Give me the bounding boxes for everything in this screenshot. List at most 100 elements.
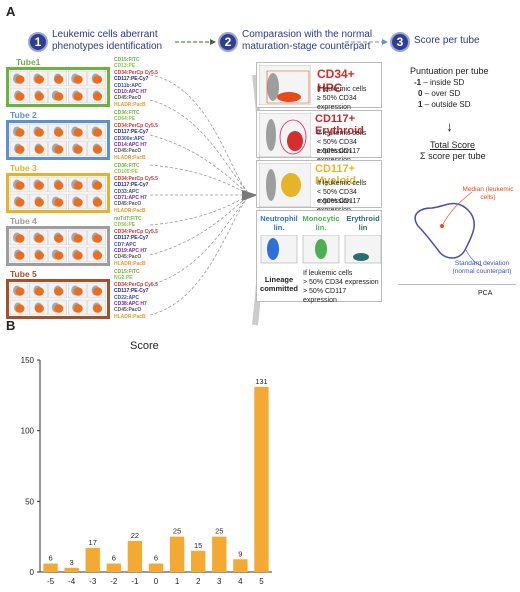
- scoring-rule-3-desc: – outside SD: [422, 100, 471, 109]
- marker-label: CD105:PE: [114, 169, 138, 176]
- scoring-down-arrow: ↓: [446, 118, 453, 134]
- x-tick-label: -1: [131, 577, 139, 586]
- bar-0: [148, 563, 164, 572]
- tube-to-gate-arrows: [150, 74, 260, 326]
- x-tick-label: -4: [68, 577, 76, 586]
- scoring-rule-2: 0 – over SD: [418, 89, 460, 99]
- lineage-neutrophil-label: Neutrophil lin.: [260, 214, 298, 232]
- tube-2-dotplots: [9, 123, 106, 157]
- marker-label: CD71:APC H7: [114, 195, 147, 202]
- marker-label: CD45:PacO: [114, 201, 142, 208]
- marker-label: HLADR:PacB: [114, 207, 146, 214]
- marker-label: CD11b:APC: [114, 82, 142, 89]
- marker-label: CD117:PE-Cy7: [114, 182, 149, 189]
- marker-label: CD38:APC H7: [114, 301, 147, 308]
- lineage-erythroid-label: Erythroid lin: [346, 214, 380, 232]
- gate-cd34-crit-1: If leukemic cells: [317, 86, 367, 93]
- lineage-crit-1: If leukemic cells: [303, 270, 353, 277]
- tube-5-plots: [6, 279, 110, 319]
- bar--5: [43, 563, 58, 572]
- scoring-rule-1: -1 – inside SD: [414, 78, 464, 88]
- tube-2-markers: CD36:FITC CD64:PE CD34:PerCp Cy5.5 CD117:PE…: [114, 110, 158, 161]
- scoring-rule-1-val: -1: [414, 78, 422, 87]
- bar-4: [233, 559, 248, 572]
- marker-label: CD13:PE: [114, 63, 136, 70]
- y-tick-label: 150: [21, 356, 35, 365]
- lineage-plots: [260, 235, 381, 264]
- gate-cd34-hpc: CD34+ HPC If leukemic cells ≥ 50% CD34 e…: [256, 62, 382, 111]
- marker-label: CD45:PacO: [114, 148, 142, 155]
- tube-5-dotplots: [9, 282, 106, 316]
- gate-cd34-crit-2: ≥ 50% CD34 expression: [317, 95, 357, 111]
- x-tick-label: 4: [238, 577, 243, 586]
- tube-5-label: Tube 5: [10, 269, 37, 279]
- gate-cd34-plot: [259, 65, 311, 105]
- tube-5-markers: CD15:FITC NG2:PE CD34:PerCp Cy5.5 CD117:PE-…: [114, 269, 158, 320]
- tube-3-label: Tube 3: [10, 163, 37, 173]
- bar-2: [191, 550, 206, 572]
- marker-label: nuTdT:FITC: [114, 216, 142, 222]
- gate-cd117-ery-crit-1: If leukemic cells: [317, 130, 367, 137]
- x-tick-label: 0: [154, 577, 159, 586]
- marker-label: CD15:FITC: [114, 269, 140, 275]
- scoring-rule-1-desc: – inside SD: [421, 78, 465, 87]
- tube-4-plots: [6, 226, 110, 266]
- scoring-rule-3: 1 – outside SD: [418, 100, 470, 110]
- x-tick-label: -3: [89, 577, 97, 586]
- marker-label: CD56:PE: [114, 222, 136, 229]
- bar--4: [64, 567, 79, 572]
- step-2-circle: 2: [218, 32, 238, 52]
- tube-1-label: Tube1: [16, 57, 41, 67]
- bar-1: [169, 536, 185, 572]
- marker-label: CD34:PerCp Cy5.5: [114, 175, 158, 182]
- step-2-title: Comparasion with the normal maturation-s…: [242, 29, 373, 52]
- marker-label: CD14:APC H7: [114, 142, 147, 149]
- total-score-formula: Σ score per tube: [420, 151, 486, 161]
- y-tick-label: 100: [21, 427, 35, 436]
- marker-label: CD45:PacO: [114, 254, 142, 261]
- gate-cd117-erythroid: CD117+ Erythroid If leukemic cells < 50%…: [256, 110, 382, 164]
- lineage-committed-label: Lineage committed: [260, 275, 298, 293]
- score-bar-chart: 0 50 100 150 6 -5 3 -4 17 -3 6 -2 22 -1 6 0 25 1 15 2 25 3 9 4 1…: [21, 356, 272, 586]
- marker-label: CD117:PE-Cy7: [114, 288, 149, 295]
- step-3-title: Score per tube: [414, 35, 480, 46]
- tube-1-plots: [6, 67, 110, 107]
- pca-divider: [398, 284, 516, 285]
- tube-4-markers: nuTdT:FITC CD56:PE CD34:PerCp Cy5.5 CD117:P…: [114, 216, 158, 267]
- marker-label: NG2:PE: [114, 275, 133, 282]
- step-1-circle: 1: [28, 32, 48, 52]
- bar-value-label: 22: [131, 531, 139, 540]
- scoring-rule-3-val: 1: [418, 100, 423, 109]
- bar-value-label: 3: [70, 558, 74, 567]
- step-1-title: Leukemic cells aberrant phenotypes ident…: [52, 29, 163, 52]
- marker-label: CD117:PE-Cy7: [114, 76, 149, 83]
- marker-label: CD34:PerCp Cy5.5: [114, 69, 158, 76]
- marker-label: CD34:PerCp Cy5.5: [114, 281, 158, 288]
- bar--3: [85, 547, 100, 572]
- bar-value-label: 131: [255, 377, 268, 386]
- y-tick-label: 0: [30, 568, 35, 577]
- x-tick-label: 3: [217, 577, 222, 586]
- bar-value-label: 25: [215, 527, 223, 536]
- panel-a-letter: A: [6, 4, 16, 19]
- bar-3: [212, 536, 227, 572]
- marker-label: CD45:PacO: [114, 307, 142, 314]
- gate-cd117-mye-crit-1: If leukemic cells: [317, 180, 367, 187]
- bar-5: [254, 386, 269, 572]
- pca-diagram: [414, 191, 483, 267]
- x-tick-label: 2: [196, 577, 201, 586]
- tube-2-label: Tube 2: [10, 110, 37, 120]
- lineage-crit-3: > 50% CD117 expression: [303, 288, 347, 304]
- marker-label: CD36:FITC: [114, 163, 140, 169]
- bar-value-label: 25: [173, 527, 181, 536]
- gate-cd117-ery-crit-2: < 50% CD34 expression: [317, 139, 357, 155]
- marker-label: HLADR:PacB: [114, 154, 146, 161]
- bar-value-label: 6: [112, 554, 116, 563]
- panel-b-letter: B: [6, 318, 16, 333]
- median-label: Median (leukemic cells): [462, 186, 514, 201]
- lineage-crit-2: > 50% CD34 expression: [303, 279, 379, 286]
- tube-3-markers: CD36:FITC CD105:PE CD34:PerCp Cy5.5 CD117:P…: [114, 163, 158, 214]
- marker-label: HLADR:PacB: [114, 313, 146, 320]
- gate-cd117-myeloid: CD117+ Myeloid If leukemic cells < 50% C…: [256, 160, 382, 214]
- step-3-circle: 3: [390, 32, 410, 52]
